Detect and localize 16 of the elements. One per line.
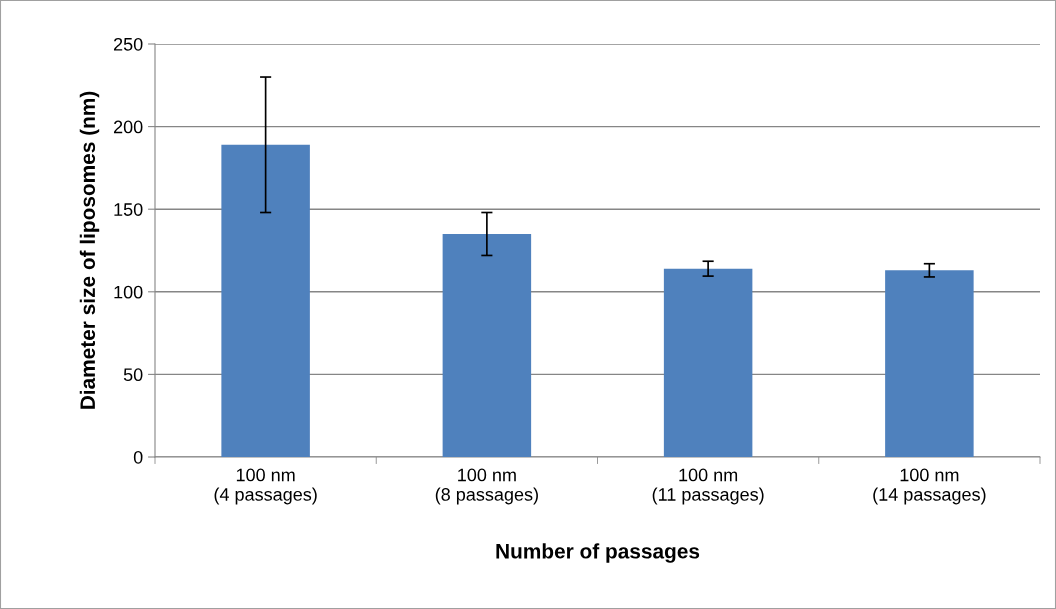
bar	[221, 144, 310, 457]
y-tick-label: 200	[113, 120, 143, 134]
x-tick-label: 100 nm (4 passages)	[214, 468, 317, 505]
x-axis-title: Number of passages	[496, 543, 700, 563]
bar	[663, 268, 753, 457]
x-tick-label: 100 nm (8 passages)	[435, 468, 538, 505]
bar	[885, 270, 974, 457]
bar	[442, 233, 532, 457]
y-tick-label: 150	[114, 203, 143, 216]
x-tick-label: 100 nm (11 passages)	[652, 468, 764, 505]
y-axis-title: Diameter size of liposomes (nm)	[79, 91, 100, 409]
y-tick-label: 100	[114, 285, 143, 299]
x-tick-label: 100 nm (14 passages)	[873, 468, 986, 505]
y-tick-label: 250	[113, 37, 143, 51]
y-tick-label: 50	[123, 368, 143, 382]
y-tick-label: 0	[133, 450, 143, 464]
